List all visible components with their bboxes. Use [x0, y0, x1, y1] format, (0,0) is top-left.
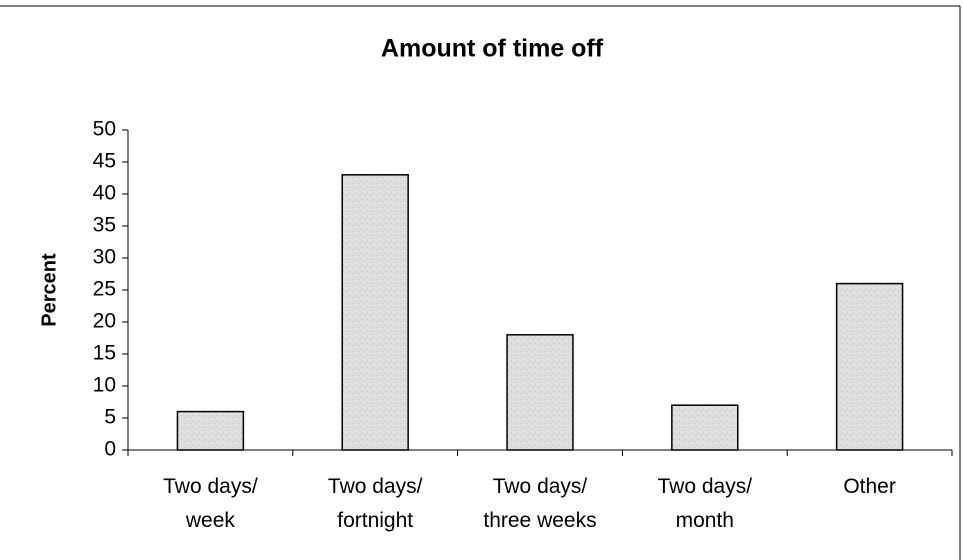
x-tick-label: Two days/ month [657, 475, 753, 532]
bar [835, 282, 904, 451]
y-tick-label: 30 [93, 246, 116, 269]
y-tick-label: 20 [93, 310, 116, 333]
bar [176, 410, 245, 451]
y-tick-label: 40 [93, 182, 116, 205]
y-tick-label: 35 [93, 214, 116, 237]
y-tick-label: 10 [93, 374, 116, 397]
x-tick-label: Other [843, 475, 896, 498]
chart-title: Amount of time off [381, 35, 604, 63]
y-tick-label: 15 [93, 342, 116, 365]
x-tick-label: Two days/ fortnight [327, 475, 423, 532]
y-axis-label: Percent [38, 253, 60, 327]
y-tick-label: 45 [93, 150, 116, 173]
bar [341, 174, 409, 451]
y-tick-label: 25 [93, 278, 116, 301]
y-tick-label: 5 [104, 406, 116, 429]
y-tick-label: 50 [93, 118, 116, 141]
y-tick-label: 0 [104, 438, 116, 461]
x-tick-label: Two days/ week [163, 475, 258, 532]
bar [671, 404, 739, 451]
bar [506, 334, 574, 451]
x-tick-label: Two days/ three weeks [483, 475, 597, 532]
